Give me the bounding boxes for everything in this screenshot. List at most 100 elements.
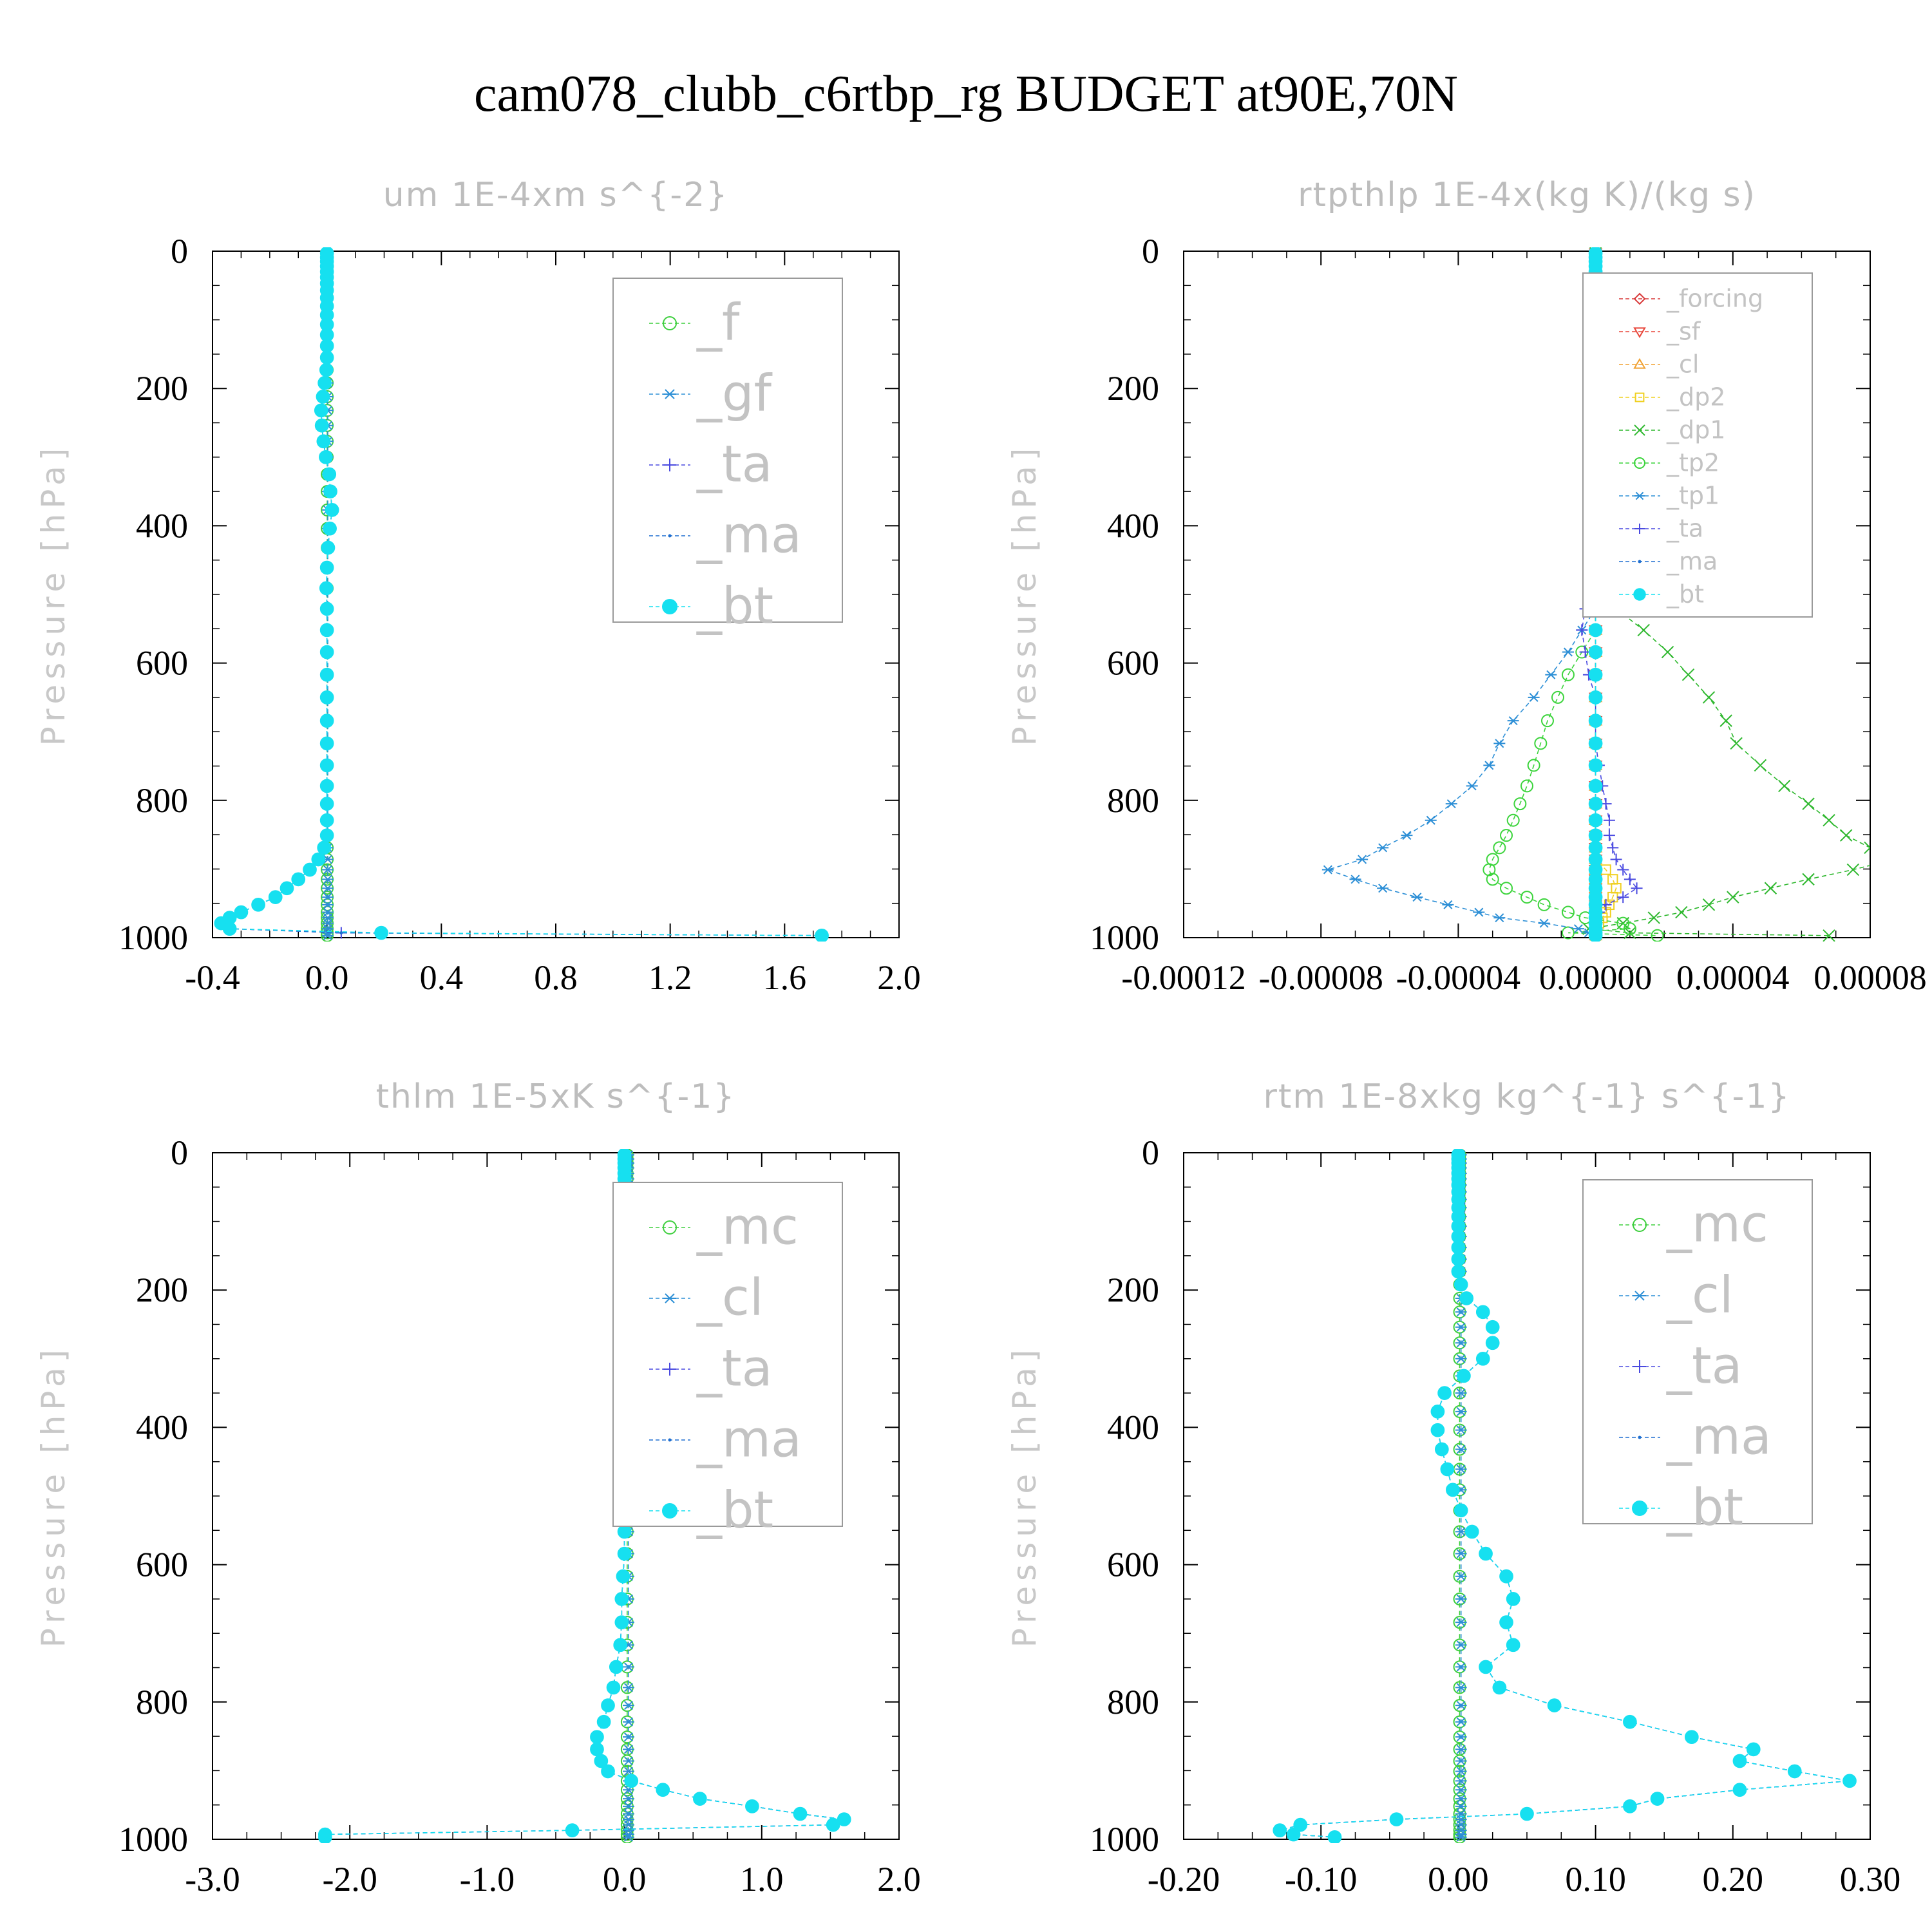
data-point xyxy=(317,840,332,855)
data-point xyxy=(1561,926,1575,940)
data-point xyxy=(1823,929,1835,942)
data-point xyxy=(319,581,334,596)
data-point xyxy=(1650,1792,1665,1806)
legend-marker xyxy=(1638,560,1642,564)
data-point xyxy=(1647,911,1660,924)
data-point xyxy=(565,1823,580,1837)
series-bt xyxy=(214,247,829,942)
x-tick-label: 0.4 xyxy=(420,958,464,997)
panel-3: thlm 1E-5xK s^{-1} Pressure [hPa] -3.0 -2.0… xyxy=(35,1077,921,1899)
legend-entry: _dp1 xyxy=(1619,416,1725,444)
legend-marker xyxy=(663,459,676,471)
data-point xyxy=(319,645,334,659)
panel-4: rtm 1E-8xkg kg^{-1} s^{-1} Pressure [hPa]… xyxy=(1006,1077,1900,1899)
legend-box xyxy=(612,1182,843,1527)
data-point xyxy=(1473,907,1485,917)
legend-entry: _bt xyxy=(1619,580,1704,609)
data-point xyxy=(321,893,334,902)
data-point xyxy=(1551,690,1564,704)
data-point xyxy=(1475,1305,1490,1320)
data-point xyxy=(1588,828,1603,843)
data-point xyxy=(624,1774,639,1788)
data-point xyxy=(1719,714,1732,727)
legend-label: _ma xyxy=(1666,547,1718,576)
data-point xyxy=(1702,898,1716,911)
y-tick-label: 600 xyxy=(136,644,188,683)
data-point xyxy=(311,852,326,867)
x-tick-label: -2.0 xyxy=(322,1860,377,1899)
legend-marker xyxy=(668,1438,672,1442)
data-point xyxy=(590,1742,604,1757)
data-point xyxy=(1485,1320,1500,1334)
data-point xyxy=(1356,855,1368,864)
x-tick-label: -0.00012 xyxy=(1121,958,1245,997)
data-point xyxy=(1520,891,1533,904)
data-point xyxy=(1520,1806,1534,1821)
data-point xyxy=(1500,882,1513,895)
data-point xyxy=(279,881,294,896)
data-point xyxy=(317,375,332,390)
data-point xyxy=(1839,829,1853,842)
data-point xyxy=(1445,799,1457,809)
y-tick-label: 0 xyxy=(171,232,188,270)
y-tick-label: 600 xyxy=(136,1546,188,1584)
legend-entry: _sf xyxy=(1619,317,1701,346)
data-point xyxy=(1493,913,1506,923)
data-point xyxy=(1455,1776,1467,1786)
data-point xyxy=(1846,863,1860,876)
data-point xyxy=(1651,929,1664,942)
legend-marker xyxy=(663,1363,676,1376)
data-point xyxy=(319,779,334,793)
y-tick-label: 800 xyxy=(1107,781,1159,820)
data-point xyxy=(596,1714,611,1729)
data-point xyxy=(316,390,330,404)
legend-label: _ma xyxy=(1666,1408,1772,1466)
series-tp1 xyxy=(1321,249,1602,940)
y-tick-label: 400 xyxy=(1107,506,1159,545)
figure-title: cam078_clubb_c6rtbp_rg BUDGET at90E,70N xyxy=(474,66,1458,122)
data-point xyxy=(1588,690,1603,705)
legend-entry: _mc xyxy=(649,1198,799,1256)
data-point xyxy=(1562,647,1574,657)
x-tick-label: 0.0 xyxy=(305,958,349,997)
x-tick-label: -0.20 xyxy=(1148,1860,1220,1899)
x-tick-label: -3.0 xyxy=(185,1860,240,1899)
legend-entry: _ta xyxy=(649,1340,772,1398)
data-point xyxy=(1377,884,1389,893)
y-tick-label: 400 xyxy=(136,1408,188,1446)
data-point xyxy=(745,1799,759,1814)
data-point xyxy=(251,897,265,912)
y-tick-label: 200 xyxy=(136,369,188,408)
data-point xyxy=(323,521,337,536)
data-point xyxy=(1286,1827,1301,1842)
legend-entry: _cl xyxy=(1619,1267,1734,1325)
legend-box xyxy=(1582,1179,1813,1524)
y-tick-label: 800 xyxy=(136,781,188,820)
data-area xyxy=(214,247,829,942)
data-point xyxy=(1446,1482,1460,1497)
legend-entry: _tp1 xyxy=(1619,482,1719,510)
y-tick-label: 0 xyxy=(1142,1133,1159,1172)
x-tick-label: -1.0 xyxy=(460,1860,515,1899)
legend-label: _dp2 xyxy=(1666,383,1725,412)
legend: _forcing _sf _cl _dp2 _dp1 _tp2 _tp1 _ta _ma _bt xyxy=(1582,272,1813,618)
data-point xyxy=(1454,1277,1468,1292)
x-tick-label: -0.10 xyxy=(1285,1860,1357,1899)
legend-entry: _ma xyxy=(649,507,802,565)
legend-entry: _forcing xyxy=(1619,285,1763,313)
legend-label: _forcing xyxy=(1666,285,1763,313)
data-point xyxy=(1455,1717,1467,1727)
data-point xyxy=(314,418,329,433)
data-point xyxy=(1561,905,1575,919)
data-point xyxy=(1588,758,1603,773)
data-point xyxy=(1321,865,1334,875)
legend: _mc _cl _ta _ma _bt xyxy=(1582,1179,1813,1537)
data-point xyxy=(622,1717,634,1727)
y-axis-label: Pressure [hPa] xyxy=(35,443,72,746)
legend-label: _ma xyxy=(696,507,802,565)
data-point xyxy=(319,623,334,638)
data-point xyxy=(1455,1766,1467,1776)
x-tick-label: -0.4 xyxy=(185,958,240,997)
data-point xyxy=(325,503,339,517)
